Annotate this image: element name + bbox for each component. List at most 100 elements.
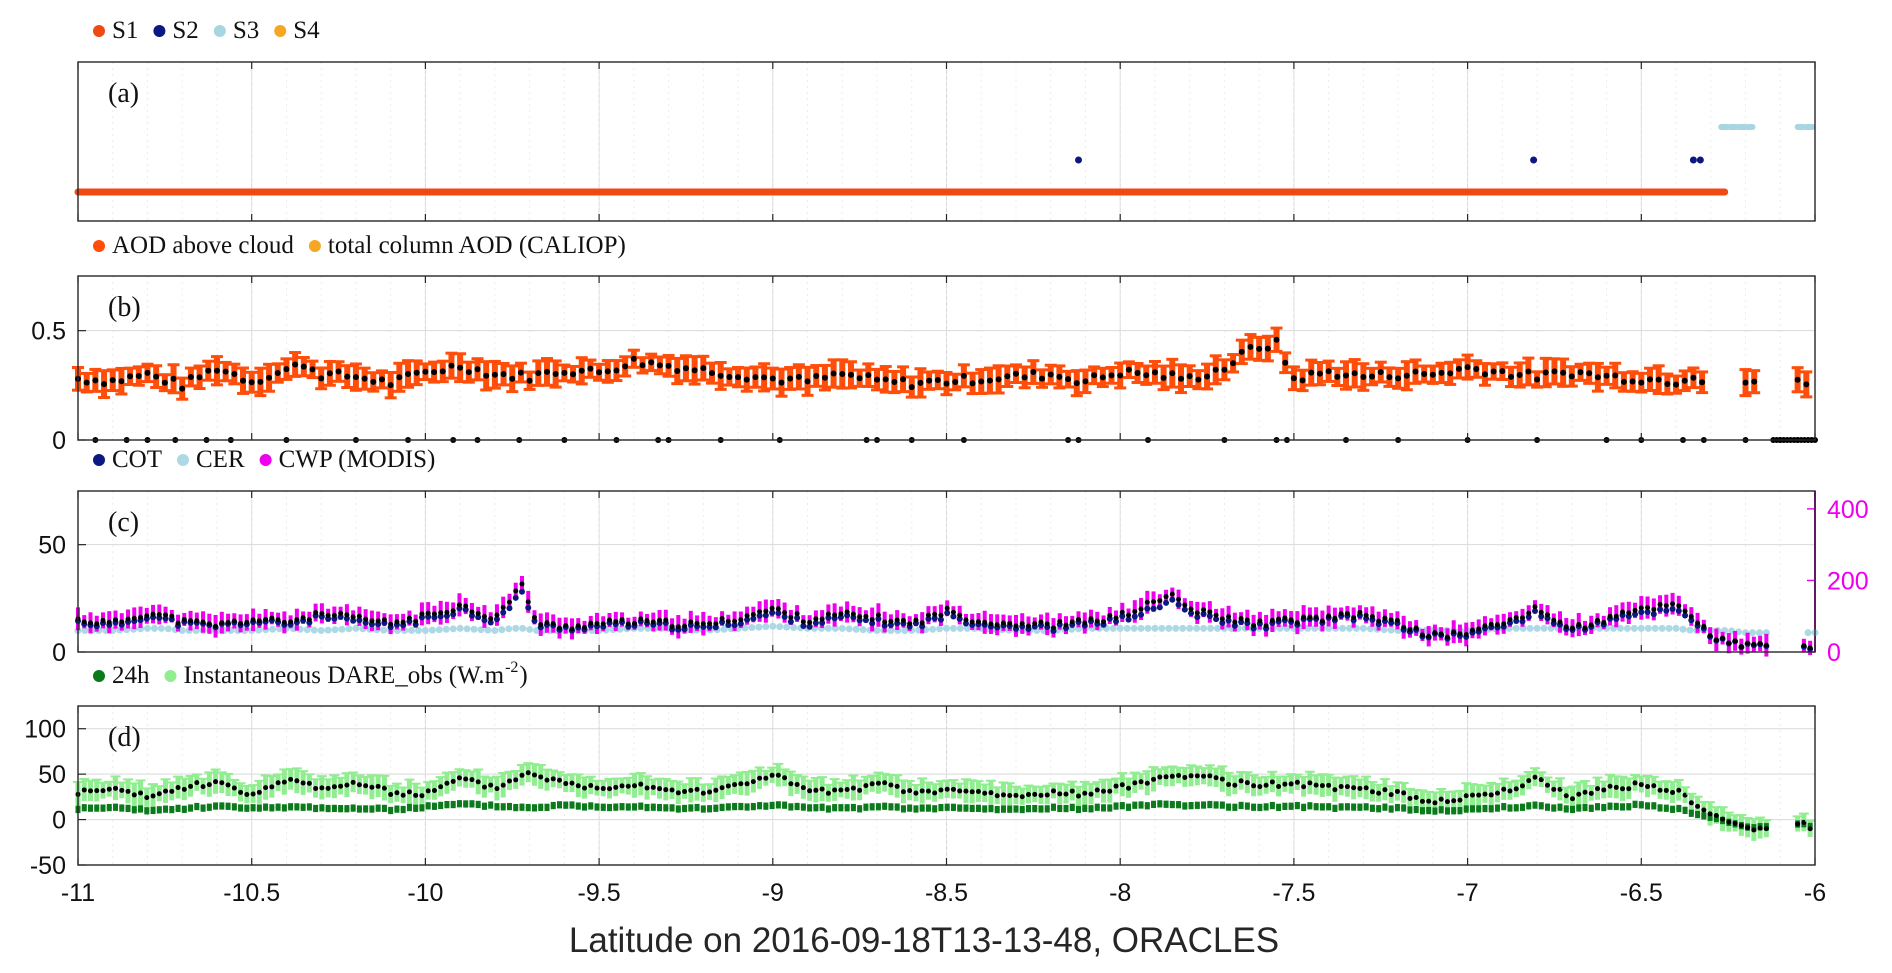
cwp-point [1269,617,1275,623]
cwp-point [413,618,419,624]
cwp-point [1413,625,1419,631]
aod-point [1751,378,1758,385]
inst-point [1557,786,1563,792]
cer-point [477,626,485,634]
h24-point [556,802,562,808]
inst-point [750,779,756,785]
cwp-point [1388,617,1394,623]
inst-point [306,780,312,786]
cot-point [775,610,782,617]
h24-point [913,806,919,812]
cwp-point [400,619,406,625]
cer-point [1345,624,1353,632]
h24-point [907,805,913,811]
h24-point [1144,803,1150,809]
cot-point [462,606,469,613]
aod-point [1273,336,1280,343]
h24-point [1369,805,1375,811]
cer-point [1616,624,1624,632]
h24-point [1207,802,1213,808]
cwp-point [1288,617,1294,623]
aod-point [1395,375,1402,382]
y-tick-label: 0 [52,639,66,667]
cwp-point [1257,618,1263,624]
h24-point [256,805,262,811]
aod-point [570,371,577,378]
h24-point [394,806,400,812]
cot-point [487,619,494,626]
h24-point [225,803,231,809]
cwp-point [306,617,312,623]
h24-point [1501,804,1507,810]
aod-point [439,368,446,375]
inst-point [969,789,975,795]
cwp-point [600,621,606,627]
cer-point [1665,624,1673,632]
cwp-point [344,612,350,618]
cwp-point [663,617,669,623]
aod-point [1403,372,1410,379]
inst-point [419,793,425,799]
h24-point [163,806,169,812]
h24-point [1438,807,1444,813]
aod-point [1646,376,1653,383]
h24-point [1382,804,1388,810]
inst-point [238,789,244,795]
cwp-point [1645,605,1651,611]
aod-point [1004,373,1011,380]
aod-point [1177,375,1184,382]
cwp-point [925,612,931,618]
aod-point [1455,365,1462,372]
cot-point [1175,601,1182,608]
inst-point [281,779,287,785]
h24-point [544,804,550,810]
cot-point [425,613,432,620]
aod-point [1525,368,1532,375]
cot-point [825,614,832,621]
inst-point [244,792,250,798]
aod-point [257,378,264,385]
cwp-point [1194,610,1200,616]
h24-point [369,806,375,812]
inst-point [900,789,906,795]
h24-point [1088,806,1094,812]
inst-point [1244,780,1250,786]
cer-point [769,622,777,630]
aod-point [1021,374,1028,381]
cwp-point [1357,609,1363,615]
h24-point [613,804,619,810]
aod-point [248,379,255,386]
aod-point [1247,343,1254,350]
aod-point [1108,372,1115,379]
h24-point [1576,805,1582,811]
aod-point [1282,359,1289,366]
aod-point [908,384,915,391]
cwp-point [1482,623,1488,629]
cwp-point [1526,610,1532,616]
h24-point [144,808,150,814]
aod-point [396,374,403,381]
aod-point [1334,373,1341,380]
inst-point [1044,792,1050,798]
h24-point [638,803,644,809]
panel-c: COT CER CWP (MODIS) 0 50 0 200 400 (c) [38,446,1869,667]
cer-point [1137,624,1145,632]
cwp-point [113,617,119,623]
cer-point [1325,624,1333,632]
h24-point [1419,808,1425,814]
cwp-point [163,612,169,618]
legend-label: S3 [233,17,259,44]
inst-point [406,789,412,795]
aod-point [526,377,533,384]
aod-point [1125,366,1132,373]
aod-point [1473,366,1480,373]
aod-point [1629,378,1636,385]
inst-point [150,793,156,799]
cer-point [456,624,464,632]
cer-point [421,627,429,635]
h24-point [900,806,906,812]
h24-point [181,806,187,812]
h24-point [850,805,856,811]
cwp-point [719,616,725,622]
cwp-point [769,605,775,611]
